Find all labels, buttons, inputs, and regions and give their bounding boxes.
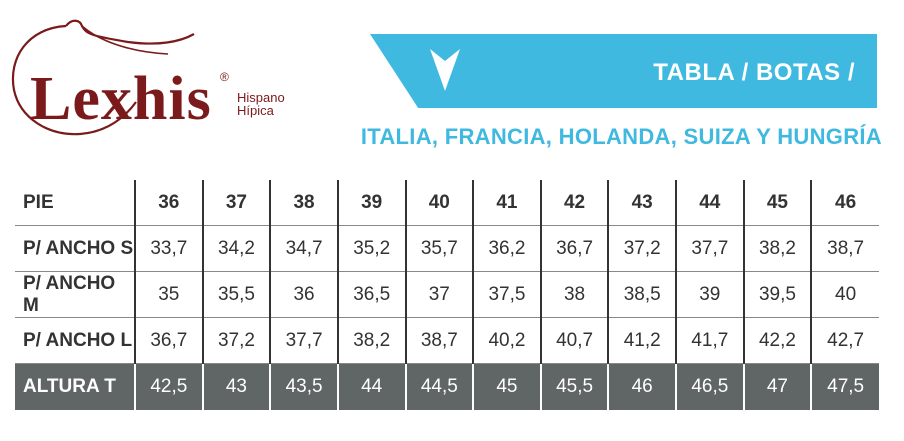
table-cell: 36,5: [337, 271, 407, 318]
table-header-row: PIE 36 37 38 39 40 41 42 43 44 45 46: [15, 180, 879, 226]
row-label: P/ ANCHO L: [15, 317, 136, 364]
table-cell: 33,7: [135, 225, 204, 272]
table-cell: 38,2: [743, 225, 813, 272]
table-cell: 40,7: [540, 317, 610, 364]
table-cell: 36,2: [473, 225, 542, 272]
registered-mark: ®: [220, 70, 229, 84]
table-cell: 36: [270, 271, 339, 318]
chevron-down-icon: [430, 49, 460, 91]
size-header-cell: 37: [202, 180, 272, 226]
table-row-height: ALTURA T 42,5 43 43,5 44 44,5 45 45,5 46 46,5 47 47…: [15, 363, 879, 410]
row-label: P/ ANCHO M: [15, 271, 136, 318]
table-cell: 42,7: [827, 329, 865, 351]
table-cell: 45,5: [540, 363, 610, 410]
table-cell: 38,2: [337, 317, 407, 364]
table-cell: 38: [540, 271, 610, 318]
table-cell: 34,7: [270, 225, 339, 272]
row-label: PIE: [15, 180, 136, 226]
table-cell: 37,5: [473, 271, 542, 318]
size-header-cell: 42: [540, 180, 610, 226]
size-header-cell: 39: [337, 180, 407, 226]
row-label: P/ ANCHO S: [15, 225, 136, 272]
table-cell: 37,2: [202, 317, 272, 364]
table-cell: 45: [473, 363, 542, 410]
table-row: P/ ANCHO L 36,7 37,2 37,7 38,2 38,7 40,2 40,7 41…: [15, 317, 879, 364]
size-header-cell: 45: [743, 180, 813, 226]
table-cell: 34,2: [202, 225, 272, 272]
table-cell: 37,7: [270, 317, 339, 364]
table-cell: 46,5: [676, 363, 745, 410]
table-cell: 37: [405, 271, 475, 318]
table-cell: 35,5: [202, 271, 272, 318]
logo-subtitle: Hispano Hípica: [237, 91, 285, 117]
size-header-cell: 40: [405, 180, 475, 226]
table-row: P/ ANCHO M 35 35,5 36 36,5 37 37,5 38 38,5 39 39,5…: [15, 271, 879, 318]
table-cell: 46: [608, 363, 677, 410]
logo-wordmark: Lexhis: [30, 65, 212, 133]
size-table: PIE 36 37 38 39 40 41 42 43 44 45 46 P/ ANCHO S 33,7 3…: [15, 180, 879, 410]
table-cell: 38,5: [608, 271, 677, 318]
table-cell: 41,7: [676, 317, 745, 364]
table-cell: 38,7: [827, 237, 865, 259]
table-cell: 47,5: [811, 363, 879, 410]
row-label: ALTURA T: [15, 363, 136, 410]
table-cell: 40: [835, 283, 857, 305]
table-row: P/ ANCHO S 33,7 34,2 34,7 35,2 35,7 36,2 36,7 37…: [15, 225, 879, 272]
logo-subtitle-line2: Hípica: [237, 103, 274, 118]
table-cell: 37,2: [608, 225, 677, 272]
size-header-cell: 44: [676, 180, 745, 226]
size-header-cell: 46: [835, 191, 857, 213]
logo-subtitle-line1: Hispano: [237, 90, 285, 105]
table-cell: 43,5: [270, 363, 339, 410]
table-cell: 37,7: [676, 225, 745, 272]
size-header-cell: 43: [608, 180, 677, 226]
table-cell: 42,5: [135, 363, 204, 410]
table-cell: 36,7: [135, 317, 204, 364]
table-cell: 39,5: [743, 271, 813, 318]
countries-subtitle: ITALIA, FRANCIA, HOLANDA, SUIZA Y HUNGRÍ…: [360, 124, 882, 149]
table-cell: 36,7: [540, 225, 610, 272]
size-header-cell: 38: [270, 180, 339, 226]
table-cell: 44,5: [405, 363, 475, 410]
table-cell: 39: [676, 271, 745, 318]
table-cell: 35: [135, 271, 204, 318]
table-cell: 47: [743, 363, 813, 410]
size-header-cell: 36: [135, 180, 204, 226]
title-banner: TABLA / BOTAS /: [370, 34, 877, 108]
table-cell: 42,2: [743, 317, 813, 364]
table-cell: 35,7: [405, 225, 475, 272]
table-cell: 43: [202, 363, 272, 410]
table-cell: 44: [337, 363, 407, 410]
brand-logo: Lexhis ® Hispano Hípica: [8, 18, 298, 143]
table-cell: 35,2: [337, 225, 407, 272]
size-header-cell: 41: [473, 180, 542, 226]
table-cell: 41,2: [608, 317, 677, 364]
logo-swoosh-icon: [11, 19, 195, 136]
page-title: TABLA / BOTAS /: [653, 59, 855, 86]
table-cell: 38,7: [405, 317, 475, 364]
table-cell: 40,2: [473, 317, 542, 364]
